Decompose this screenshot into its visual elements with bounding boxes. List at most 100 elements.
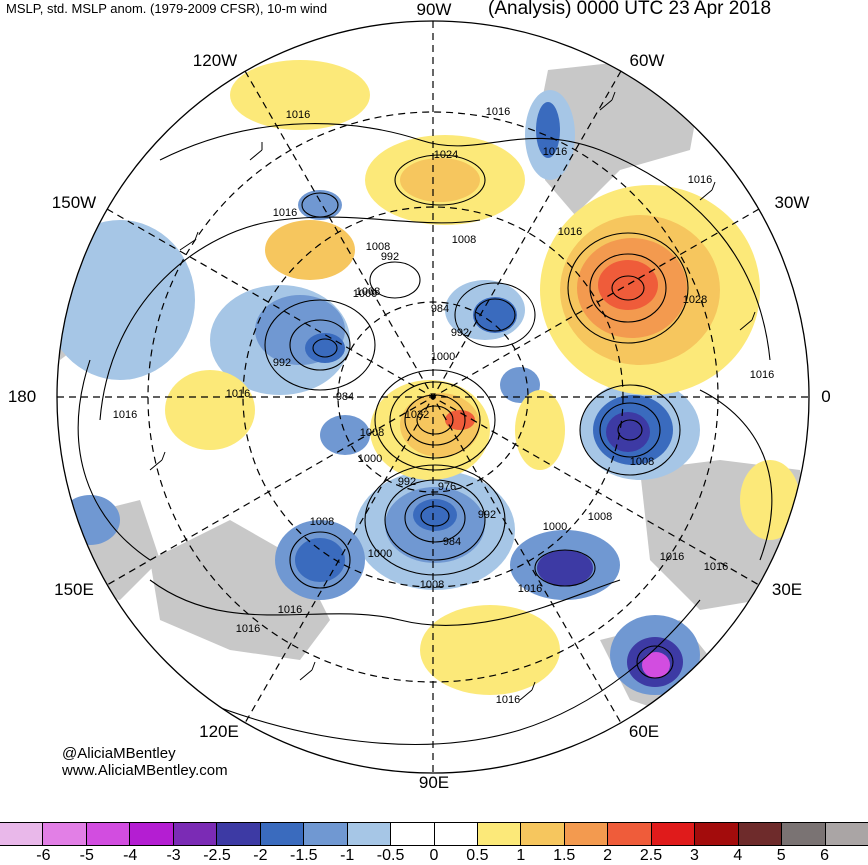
colorbar-segment <box>564 823 609 845</box>
colorbar-tick-label: -2.5 <box>203 847 231 864</box>
isobars <box>77 123 773 745</box>
colorbar-ticks: -6 -5 -4 -3 -2.5 -2 -1.5 -1 -0.5 0 0.5 1 1.5 2 2.5 3 4 5 6 <box>0 847 868 865</box>
isobar-label: 1008 <box>366 241 390 253</box>
colorbar-segment <box>43 823 87 845</box>
isobar-label: 1016 <box>236 623 260 635</box>
colorbar-segment <box>347 823 392 845</box>
isobar-label: 1000 <box>431 351 455 363</box>
credit-handle: @AliciaMBentley <box>62 745 176 762</box>
colorbar-tick-label: 3 <box>689 847 699 864</box>
isobar-label: 1016 <box>518 583 542 595</box>
colorbar <box>0 822 868 846</box>
lon-label-30w: 30W <box>774 193 810 212</box>
isobar-label: 1028 <box>683 294 707 306</box>
lon-label-180: 180 <box>7 387 37 406</box>
colorbar-tick-label: -5 <box>79 847 94 864</box>
positive-anomalies <box>165 60 800 695</box>
isobar-label: 1000 <box>368 548 392 560</box>
colorbar-tick-label: -3 <box>166 847 181 864</box>
isobar-label: 1008 <box>420 579 444 591</box>
colorbar-segment <box>477 823 522 845</box>
colorbar-tick-label: -1.5 <box>290 847 318 864</box>
isobar-label: 1008 <box>356 286 380 298</box>
colorbar-segment <box>86 823 131 845</box>
lon-label-120w: 120W <box>192 51 238 70</box>
colorbar-segment <box>608 823 652 845</box>
colorbar-segment <box>651 823 696 845</box>
colorbar-tick-label: 5 <box>776 847 786 864</box>
isobar-label: 992 <box>381 251 399 263</box>
colorbar-tick-label: 1.5 <box>553 847 576 864</box>
map-boundary <box>56 20 810 774</box>
credit-website: www.AliciaMBentley.com <box>62 762 228 779</box>
isobar-label: 1016 <box>660 551 684 563</box>
isobar-label: 1016 <box>496 694 520 706</box>
isobar-label: 1016 <box>543 146 567 158</box>
colorbar-segment <box>0 823 44 845</box>
colorbar-segment <box>521 823 565 845</box>
isobar-label: 1032 <box>405 409 429 421</box>
colorbar-tick-label: 2.5 <box>639 847 663 864</box>
isobar-label: 1016 <box>278 604 302 616</box>
colorbar-tick-label: 1 <box>516 847 526 864</box>
colorbar-segment <box>217 823 261 845</box>
colorbar-tick-label: -4 <box>123 847 138 864</box>
isobar-label: 976 <box>438 481 456 493</box>
isobar-label: 1016 <box>704 561 728 573</box>
isobar-label: 1008 <box>310 516 334 528</box>
colorbar-tick-label: 2 <box>603 847 613 864</box>
isobar-label: 984 <box>336 391 354 403</box>
colorbar-tick-label: -6 <box>36 847 51 864</box>
isobar-label: 1016 <box>750 369 774 381</box>
map-title-right: (Analysis) 0000 UTC 23 Apr 2018 <box>488 0 772 19</box>
isobar-label: 1016 <box>226 388 250 400</box>
colorbar-tick-label: 6 <box>820 847 830 864</box>
colorbar-tick-label: -0.5 <box>376 847 405 864</box>
colorbar-segment <box>695 823 739 845</box>
colorbar-segment <box>825 823 868 845</box>
isobar-label: 1008 <box>630 456 654 468</box>
colorbar-segment <box>782 823 826 845</box>
lon-label-150w: 150W <box>51 193 97 212</box>
colorbar-tick-label: 0.5 <box>466 847 489 864</box>
isobar-label: 992 <box>451 327 469 339</box>
isobar-label: 1000 <box>543 521 567 533</box>
isobar-label: 1024 <box>434 149 458 161</box>
isobar-label: 1016 <box>688 174 712 186</box>
graticule <box>57 21 809 773</box>
colorbar-segment <box>738 823 783 845</box>
colorbar-tick-label: 4 <box>733 847 743 864</box>
colorbar-segment <box>434 823 478 845</box>
colorbar-segment <box>391 823 435 845</box>
isobar-label: 1008 <box>360 427 384 439</box>
isobar-label: 1016 <box>273 207 297 219</box>
isobar-label: 1016 <box>113 409 137 421</box>
lon-label-60w: 60W <box>629 51 665 70</box>
colorbar-tick-label: 0 <box>429 847 439 864</box>
colorbar-segment <box>304 823 348 845</box>
lon-label-150e: 150E <box>54 580 94 599</box>
isobar-label: 1008 <box>588 511 612 523</box>
isobar-label: 984 <box>431 303 449 315</box>
colorbar-tick-label: -2 <box>253 847 268 864</box>
colorbar-segment <box>173 823 218 845</box>
lon-label-90w: 90W <box>416 0 452 19</box>
isobar-label: 1016 <box>558 226 582 238</box>
isobar-label: 1000 <box>353 288 377 300</box>
lon-label-0: 0 <box>821 387 831 406</box>
isobar-label: 992 <box>478 509 496 521</box>
isobar-label: 1000 <box>358 453 382 465</box>
lon-label-60e: 60E <box>628 722 660 741</box>
lon-label-120e: 120E <box>199 722 239 741</box>
isobar-label: 992 <box>273 357 291 369</box>
lon-label-90e: 90E <box>418 773 450 792</box>
isobar-label: 1016 <box>486 106 510 118</box>
map-title-left: MSLP, std. MSLP anom. (1979-2009 CFSR), … <box>6 1 328 16</box>
lon-label-30e: 30E <box>771 580 803 599</box>
wind-barbs <box>149 91 756 701</box>
colorbar-tick-label: -1 <box>340 847 355 864</box>
colorbar-segment <box>130 823 174 845</box>
isobar-label: 992 <box>398 476 416 488</box>
